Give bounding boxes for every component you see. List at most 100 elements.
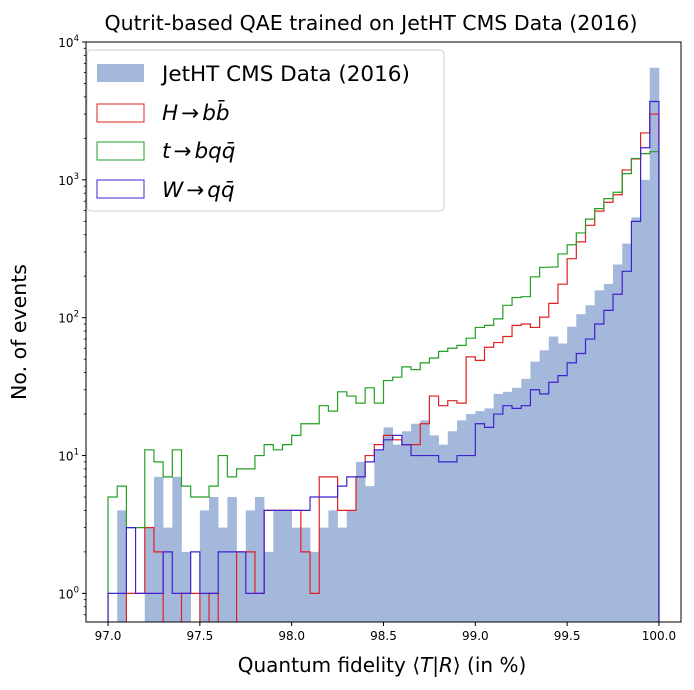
data-histogram-bar — [163, 527, 173, 622]
data-histogram-bar — [245, 510, 256, 622]
hbb-H: H — [162, 101, 178, 126]
x-tick-label: 98.0 — [278, 629, 305, 643]
y-tick-label: 104 — [58, 34, 79, 50]
legend-label-tbqq: t → bqq̄ — [162, 139, 235, 164]
data-histogram-bar — [603, 283, 614, 622]
legend-label-wqq: W → qq̄ — [162, 178, 235, 203]
data-histogram-bar — [153, 476, 164, 622]
data-histogram-bar — [521, 378, 531, 622]
data-histogram-bar — [355, 461, 366, 622]
data-histogram-bar — [282, 510, 292, 622]
hbb-bbar: b̄ — [216, 100, 230, 126]
chart-title: Qutrit-based QAE trained on JetHT CMS Da… — [105, 11, 638, 35]
data-histogram-bar — [172, 476, 182, 622]
x-axis-label: Quantum fidelity ⟨T|R⟩ (in %) — [238, 653, 527, 677]
wqq-qbar: q̄ — [221, 178, 235, 203]
data-histogram-bar — [401, 431, 412, 622]
x-tick-label: 99.5 — [554, 629, 581, 643]
data-histogram-bar — [411, 423, 421, 622]
data-histogram-bar — [438, 444, 449, 622]
y-tick-label: 103 — [58, 172, 79, 188]
wqq-arrow: → — [186, 178, 204, 203]
tbqq-t: t — [162, 139, 172, 164]
legend-label-data: JetHT CMS Data (2016) — [160, 62, 410, 87]
data-histogram-bar — [649, 67, 660, 622]
data-histogram-bar — [567, 326, 577, 622]
data-histogram-bar — [374, 449, 384, 622]
x-tick-label: 97.5 — [186, 629, 213, 643]
y-axis-ticks: 100 101 102 103 104 — [58, 34, 86, 616]
x-label-R: R — [439, 653, 453, 677]
data-histogram-bar — [456, 420, 467, 622]
y-tick-label: 102 — [58, 310, 79, 326]
data-histogram-bar — [227, 497, 237, 622]
data-histogram-bar — [117, 510, 127, 622]
data-histogram-bar — [475, 411, 485, 622]
data-histogram-bar — [631, 217, 641, 622]
data-histogram-bar — [594, 290, 605, 622]
data-histogram-bar — [310, 551, 320, 622]
step-series-2 — [107, 151, 660, 622]
legend-swatch-hbb — [96, 103, 145, 123]
data-histogram-bar — [209, 497, 219, 622]
tbqq-qbar: q̄ — [222, 139, 236, 164]
y-tick-label: 100 — [58, 585, 79, 601]
x-tick-label: 98.5 — [370, 629, 397, 643]
data-histogram-bar — [291, 527, 302, 622]
x-label-bar: | — [432, 653, 439, 677]
data-histogram-bar — [328, 510, 338, 622]
data-histogram-bar — [254, 497, 265, 622]
data-histogram-bar — [429, 435, 439, 622]
y-axis-label: No. of events — [7, 264, 31, 400]
legend-swatch-data — [97, 64, 144, 82]
x-tick-label: 97.0 — [95, 629, 122, 643]
data-histogram-bar — [144, 527, 155, 622]
data-histogram-bar — [557, 343, 568, 622]
x-label-T: T — [420, 653, 434, 677]
data-histogram-bar — [337, 527, 348, 622]
data-histogram-bar — [392, 444, 403, 622]
data-histogram-bar — [548, 336, 559, 622]
data-histogram-bar — [466, 414, 476, 622]
data-histogram-bar — [365, 486, 375, 622]
data-histogram-bar — [447, 431, 458, 622]
tbqq-arrow: → — [173, 139, 191, 164]
hbb-b: b — [202, 101, 216, 126]
data-histogram-bar — [502, 391, 513, 622]
tbqq-q: q — [208, 139, 222, 164]
wqq-q: q — [207, 178, 221, 203]
x-label-tail: ⟩ (in %) — [453, 653, 526, 677]
x-axis-ticks: 97.0 97.5 98.0 98.5 99.0 99.5 100.0 — [95, 622, 676, 643]
y-tick-label: 101 — [58, 448, 79, 464]
data-histogram-bar — [383, 427, 393, 622]
legend-label-hbb: H → bb̄ — [162, 100, 230, 126]
data-histogram-bar — [218, 527, 228, 622]
data-histogram-bar — [613, 264, 623, 622]
data-histogram-bar — [539, 350, 550, 622]
data-histogram-bar — [181, 551, 191, 622]
data-histogram-bar — [199, 510, 210, 622]
data-histogram-bar — [236, 551, 247, 622]
plot-area — [107, 67, 660, 622]
legend: JetHT CMS Data (2016) H → bb̄ t → bqq̄ W → qq̄ — [86, 49, 445, 212]
data-histogram-bar — [576, 314, 586, 622]
wqq-W: W — [162, 178, 184, 203]
data-histogram-bar — [319, 527, 329, 622]
x-label-text: Quantum fidelity ⟨ — [238, 653, 420, 677]
tbqq-b: b — [194, 139, 208, 164]
plot-marks — [107, 67, 660, 622]
x-tick-label: 100.0 — [642, 629, 676, 643]
data-histogram-bar — [530, 361, 540, 622]
data-histogram-bar — [622, 243, 632, 622]
data-histogram-bar — [585, 305, 595, 622]
data-histogram-bar — [484, 408, 494, 622]
hbb-arrow: → — [181, 101, 199, 126]
data-histogram-bar — [264, 551, 274, 622]
step-series-3 — [107, 100, 660, 622]
x-tick-label: 99.0 — [462, 629, 489, 643]
legend-swatch-wqq — [96, 179, 145, 199]
data-histogram-bar — [640, 179, 651, 622]
legend-box — [86, 49, 445, 212]
data-histogram-bar — [300, 527, 311, 622]
